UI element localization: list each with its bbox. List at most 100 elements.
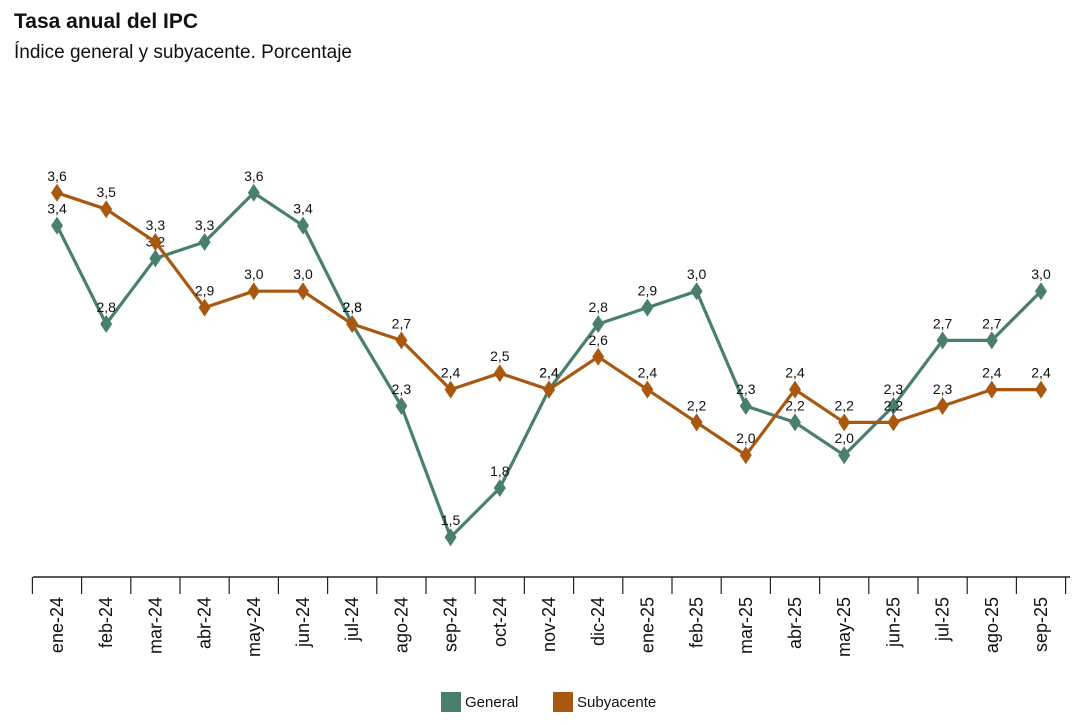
data-label-subyacente: 2,8 <box>342 299 362 315</box>
data-label-subyacente: 3,3 <box>146 217 166 233</box>
x-tick-label: may-25 <box>834 597 854 657</box>
data-point-general <box>1035 282 1047 301</box>
data-label-subyacente: 2,2 <box>834 397 854 413</box>
x-tick-label: ago-24 <box>391 597 411 653</box>
data-label-general: 2,9 <box>638 283 658 299</box>
data-point-general <box>51 216 63 235</box>
data-point-subyacente <box>247 282 260 301</box>
data-label-general: 2,8 <box>588 299 608 315</box>
legend-swatch-subyacente <box>553 692 573 712</box>
data-point-general <box>247 183 260 202</box>
data-point-subyacente <box>789 380 801 399</box>
data-label-general: 3,4 <box>293 201 313 217</box>
data-point-subyacente <box>838 413 851 432</box>
x-tick-label: oct-24 <box>490 597 510 647</box>
data-point-subyacente <box>641 380 654 399</box>
data-point-general <box>789 413 801 432</box>
data-point-general <box>690 282 703 301</box>
x-tick-label: jul-25 <box>933 597 953 642</box>
data-label-subyacente: 2,0 <box>736 430 756 446</box>
data-label-general: 2,8 <box>96 299 116 315</box>
data-point-subyacente <box>493 364 506 383</box>
x-tick-label: sep-24 <box>441 597 461 652</box>
line-chart: ene-24 feb-24 mar-24 abr-24 may-24 jun-24 jul-… <box>31 168 1070 657</box>
data-point-subyacente <box>297 282 309 301</box>
data-point-general <box>297 216 309 235</box>
data-point-general <box>100 315 113 333</box>
data-point-subyacente <box>198 298 211 317</box>
x-tick-label: jun-24 <box>293 597 313 648</box>
data-point-subyacente <box>739 446 752 465</box>
data-label-general: 2,7 <box>933 315 953 331</box>
data-label-general: 2,3 <box>884 381 904 397</box>
data-label-subyacente: 2,6 <box>588 332 608 348</box>
data-point-general <box>493 479 506 497</box>
data-point-general <box>444 528 457 547</box>
data-label-subyacente: 2,2 <box>884 397 904 413</box>
data-label-general: 2,3 <box>392 381 412 397</box>
data-label-subyacente: 2,3 <box>933 381 953 397</box>
data-point-general <box>936 331 949 350</box>
data-label-general: 2,3 <box>736 381 756 397</box>
data-point-subyacente <box>887 413 900 432</box>
data-point-subyacente <box>543 380 555 399</box>
data-label-general: 3,6 <box>244 168 264 184</box>
x-tick-label: ene-25 <box>637 597 657 653</box>
legend-swatch-general <box>441 692 461 712</box>
data-label-general: 2,4 <box>539 365 559 381</box>
data-point-subyacente <box>592 347 605 366</box>
x-tick-label: nov-24 <box>539 597 559 652</box>
x-tick-label: mar-25 <box>736 597 756 654</box>
data-point-subyacente <box>346 315 359 333</box>
data-point-general <box>592 315 605 333</box>
data-point-general <box>198 233 211 251</box>
data-label-general: 2,2 <box>785 397 805 413</box>
legend-item-general[interactable]: General <box>441 692 518 712</box>
x-tick-label: feb-24 <box>96 597 116 648</box>
x-tick-label: abr-25 <box>785 597 805 649</box>
data-point-subyacente <box>149 233 162 251</box>
legend-label-subyacente: Subyacente <box>577 693 657 711</box>
x-tick-label: ago-25 <box>982 597 1002 653</box>
data-label-subyacente: 2,4 <box>785 365 805 381</box>
data-point-subyacente <box>936 397 949 415</box>
data-label-subyacente: 2,4 <box>638 365 658 381</box>
data-label-subyacente: 3,0 <box>244 266 264 282</box>
data-label-general: 2,8 <box>342 299 362 315</box>
data-label-general: 1,5 <box>441 512 461 528</box>
data-point-general <box>985 331 998 350</box>
x-tick-label: ene-24 <box>47 597 67 653</box>
legend-item-subyacente[interactable]: Subyacente <box>553 692 656 712</box>
x-tick-label: jun-25 <box>883 597 903 648</box>
data-point-subyacente <box>985 380 998 399</box>
data-label-subyacente: 2,4 <box>1031 365 1051 381</box>
data-label-subyacente: 2,2 <box>687 397 707 413</box>
data-point-subyacente <box>444 380 457 399</box>
data-label-subyacente: 2,9 <box>195 283 215 299</box>
data-label-subyacente: 2,5 <box>490 348 510 364</box>
data-label-subyacente: 2,4 <box>539 365 559 381</box>
data-point-subyacente <box>100 200 113 219</box>
chart-subtitle: Índice general y subyacente. Porcentaje <box>14 42 352 63</box>
data-label-subyacente: 2,4 <box>982 365 1002 381</box>
x-tick-label: mar-24 <box>145 597 165 654</box>
data-label-general: 3,3 <box>195 217 215 233</box>
data-label-subyacente: 2,7 <box>392 315 412 331</box>
x-tick-label: dic-24 <box>588 597 608 646</box>
data-point-general <box>887 397 900 415</box>
data-point-general <box>739 397 752 415</box>
data-point-general <box>641 298 654 317</box>
data-point-subyacente <box>1035 380 1047 399</box>
x-tick-label: abr-24 <box>195 597 215 649</box>
data-label-subyacente: 3,6 <box>47 168 67 184</box>
data-point-subyacente <box>395 331 408 350</box>
data-label-general: 2,7 <box>982 315 1002 331</box>
x-tick-label: sep-25 <box>1031 597 1051 652</box>
x-tick-label: jul-24 <box>342 597 362 642</box>
data-point-subyacente <box>51 183 63 202</box>
data-point-general <box>395 397 408 415</box>
data-point-general <box>838 446 851 465</box>
data-label-subyacente: 2,4 <box>441 365 461 381</box>
data-label-general: 3,4 <box>47 201 67 217</box>
data-label-general: 1,8 <box>490 463 510 479</box>
